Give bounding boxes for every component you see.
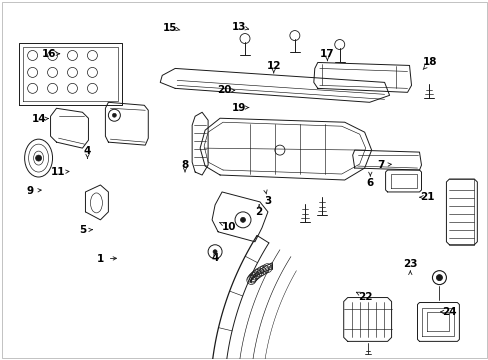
Text: 2: 2	[255, 207, 262, 217]
Text: 17: 17	[320, 49, 334, 59]
Text: 8: 8	[181, 160, 188, 170]
Text: 23: 23	[402, 259, 417, 269]
Text: 3: 3	[264, 196, 271, 206]
Text: 20: 20	[216, 85, 231, 95]
Text: 15: 15	[163, 23, 177, 33]
Text: 1: 1	[97, 254, 104, 264]
Text: 9: 9	[26, 186, 34, 196]
Text: 4: 4	[211, 253, 219, 263]
Text: 19: 19	[231, 103, 245, 113]
Text: 12: 12	[266, 61, 281, 71]
Text: 13: 13	[231, 22, 245, 32]
Text: 18: 18	[422, 57, 436, 67]
Text: 11: 11	[51, 167, 65, 177]
Circle shape	[36, 155, 41, 161]
Circle shape	[112, 113, 116, 117]
Text: 5: 5	[79, 225, 86, 235]
Text: 16: 16	[42, 49, 57, 59]
Text: 10: 10	[221, 222, 236, 231]
Text: 14: 14	[31, 114, 46, 124]
Circle shape	[213, 250, 217, 254]
Text: 24: 24	[441, 307, 456, 317]
Text: 22: 22	[357, 292, 372, 302]
Circle shape	[240, 217, 245, 222]
Circle shape	[436, 275, 442, 280]
Text: 4: 4	[83, 146, 91, 156]
Text: 6: 6	[366, 178, 373, 188]
Text: 7: 7	[377, 160, 384, 170]
Text: 21: 21	[419, 192, 434, 202]
